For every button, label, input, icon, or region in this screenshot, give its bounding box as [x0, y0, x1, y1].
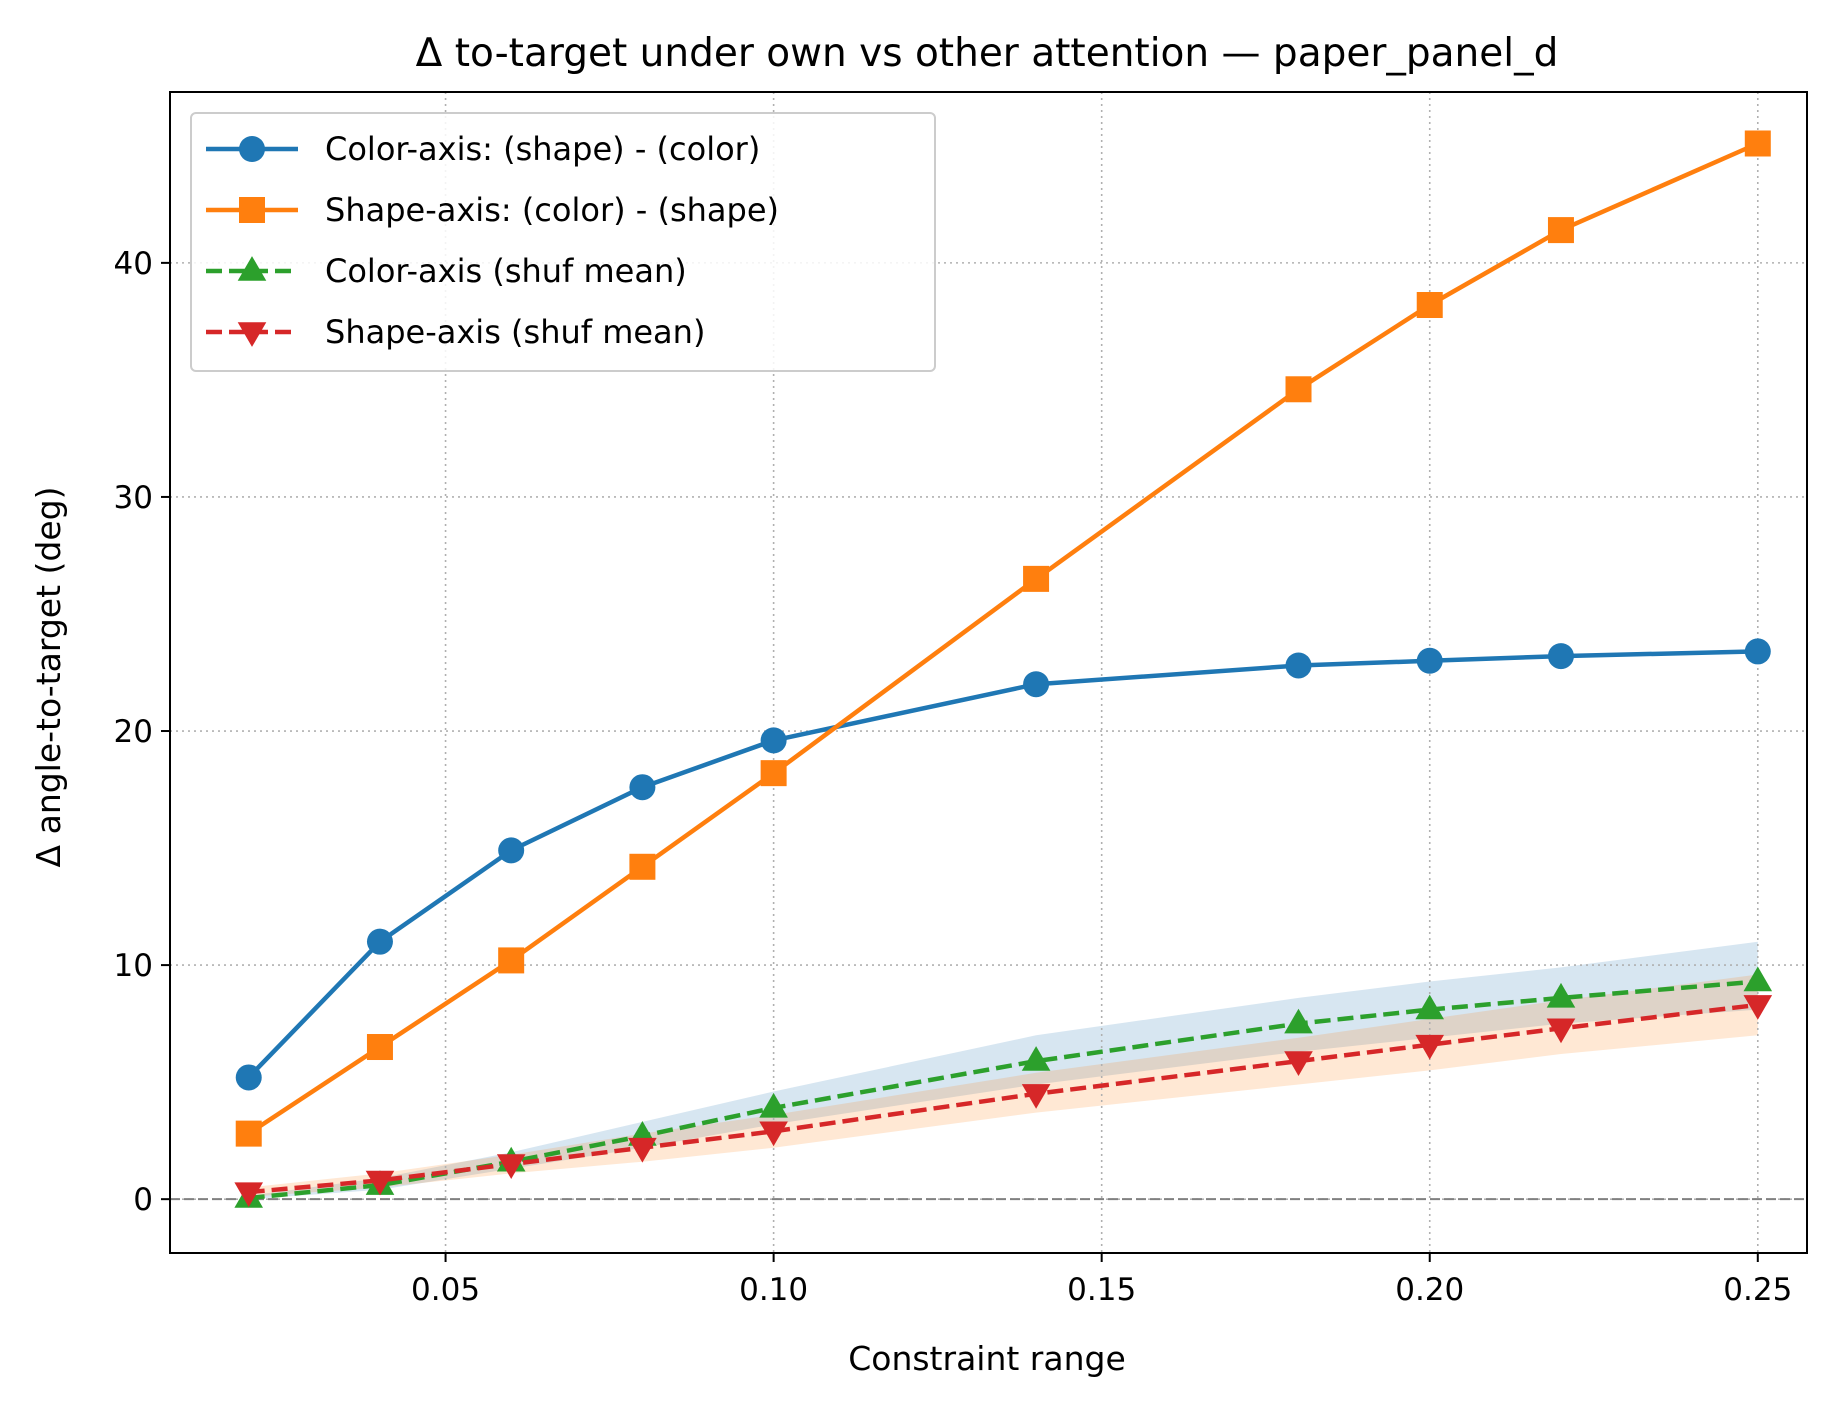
marker-series-1	[498, 947, 525, 974]
marker-series-3	[1021, 1084, 1051, 1109]
marker-series-1	[235, 1120, 262, 1147]
legend-label-1: Shape-axis: (color) - (shape)	[325, 191, 779, 229]
x-axis-label: Constraint range	[848, 1339, 1126, 1378]
x-tick-label: 0.10	[739, 1272, 808, 1308]
marker-series-3	[759, 1121, 788, 1147]
marker-series-0	[629, 774, 656, 801]
marker-series-2	[1546, 982, 1576, 1008]
x-axis-ticks: 0.05 0.10 0.15 0.20 0.25	[411, 1253, 1792, 1308]
legend-marker-3	[237, 322, 267, 347]
marker-series-3	[1415, 1034, 1444, 1060]
marker-series-0	[760, 727, 787, 754]
x-tick-label: 0.25	[1723, 1272, 1792, 1308]
marker-series-0	[1547, 643, 1574, 670]
y-tick-label: 40	[114, 246, 153, 282]
marker-series-3	[1284, 1051, 1313, 1076]
marker-series-3	[1743, 995, 1773, 1020]
marker-series-3	[496, 1154, 526, 1179]
marker-series-0	[1744, 638, 1771, 665]
y-axis-ticks: 0 10 20 30 40	[114, 246, 170, 1218]
marker-series-1	[366, 1034, 393, 1061]
marker-series-2	[1743, 966, 1773, 992]
marker-series-3	[365, 1170, 395, 1196]
x-tick-label: 0.15	[1067, 1272, 1136, 1308]
x-tick-label: 0.20	[1395, 1272, 1464, 1308]
legend-label-0: Color-axis: (shape) - (color)	[325, 130, 760, 168]
marker-series-1	[1023, 565, 1050, 592]
marker-series-1	[1547, 217, 1574, 244]
line-series-1	[247, 141, 1759, 1136]
y-tick-label: 10	[114, 948, 153, 984]
y-tick-label: 30	[114, 480, 153, 516]
legend-box	[190, 112, 936, 372]
x-tick-label: 0.05	[411, 1272, 480, 1308]
marker-series-1	[1285, 376, 1312, 403]
marker-series-2	[1021, 1046, 1051, 1071]
marker-series-2	[1415, 994, 1444, 1020]
y-axis-label: Δ angle-to-target (deg)	[29, 487, 68, 868]
legend-label-3: Shape-axis (shuf mean)	[325, 313, 705, 351]
marker-series-3	[628, 1137, 657, 1163]
line-series-3	[248, 1002, 1759, 1195]
band-series-2	[248, 941, 1758, 1200]
legend: Color-axis: (shape) - (color) Shape-axis:…	[190, 112, 936, 372]
series-lines	[247, 141, 1759, 1201]
marker-series-0	[1023, 671, 1050, 698]
y-tick-label: 0	[133, 1182, 153, 1218]
marker-series-1	[629, 853, 656, 880]
series-markers	[234, 130, 1773, 1208]
plot-frame	[169, 91, 1808, 1254]
marker-series-3	[234, 1182, 263, 1208]
marker-series-0	[1285, 652, 1312, 679]
legend-label-2: Color-axis (shuf mean)	[325, 252, 687, 290]
marker-series-1	[1744, 130, 1771, 157]
marker-series-3	[1546, 1018, 1576, 1044]
marker-series-0	[366, 928, 393, 955]
y-tick-label: 20	[114, 714, 153, 750]
chart-title: Δ to-target under own vs other attention…	[416, 31, 1559, 76]
line-series-0	[247, 649, 1758, 1079]
marker-series-2	[1284, 1008, 1313, 1034]
marker-series-2	[759, 1092, 788, 1118]
marker-series-0	[498, 837, 525, 864]
marker-series-0	[1416, 647, 1443, 674]
legend-marker-1	[239, 197, 265, 223]
legend-marker-0	[239, 136, 265, 162]
marker-series-0	[235, 1064, 262, 1091]
legend-marker-2	[237, 256, 267, 281]
marker-series-1	[1416, 292, 1443, 319]
marker-series-1	[760, 760, 787, 787]
